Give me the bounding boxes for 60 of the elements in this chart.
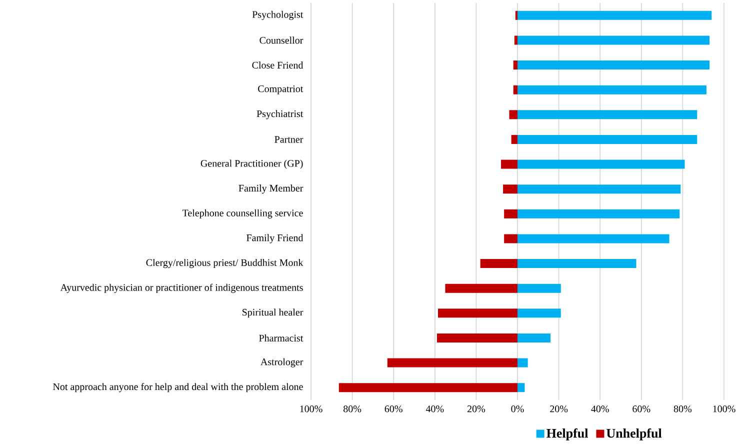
bar [517,308,561,318]
bar [517,184,681,194]
y-tick-label: Family Member [238,184,304,194]
x-tick-label: 40% [426,406,444,412]
x-tick-label: 60% [632,406,650,412]
bar [504,234,518,244]
x-tick-label: 20% [550,406,568,412]
y-tick-label: Psychologist [252,10,304,20]
bar [514,36,518,45]
y-tick-label: Pharmacist [259,334,304,342]
x-tick-label: 80% [674,406,692,412]
bar [500,160,518,169]
bar [517,60,710,70]
bar [517,209,680,218]
bar [436,333,518,342]
bar [511,134,518,144]
x-tick-label: 40% [591,406,609,412]
bar [480,259,518,268]
x-tick-label: 100% [713,406,736,412]
bar [513,60,518,70]
bar [517,134,698,144]
y-tick-label: Ayurvedic physician or practitioner of indigenous treatments [60,284,303,293]
y-tick-label: Telephone counselling service [182,209,303,218]
x-tick-label: 100% [300,406,322,412]
bar [503,184,518,194]
y-tick-label: Not approach anyone for help and deal with the problem alone [53,382,303,392]
bar [513,85,518,94]
x-tick-label: 0% [511,406,524,412]
bar [517,36,710,45]
legend-label: Unhelpful [606,428,662,440]
y-tick-label: Psychiatrist [256,110,304,120]
bar [517,85,706,94]
bar [517,383,525,392]
x-tick-label: 60% [384,406,402,412]
bar [517,110,698,120]
legend-label: Helpful [546,428,588,440]
bar [517,10,712,20]
y-tick-label: Partner [274,136,304,143]
bar [338,383,518,392]
bar [504,209,518,218]
y-tick-label: General Practitioner (GP) [200,160,303,169]
y-tick-label: Compatriot [258,85,304,94]
bar [509,110,518,120]
y-tick-label: Counsellor [260,36,304,44]
bar [517,358,528,368]
y-tick-label: Clergy/religious priest/ Buddhist Monk [146,258,304,268]
bar [517,259,636,268]
y-tick-label: Close Friend [252,62,304,69]
bar [387,358,518,368]
y-tick-label: Astrologer [260,358,304,368]
bar [517,160,685,169]
bar [445,284,518,293]
y-tick-label: Spiritual healer [242,308,304,318]
x-tick-label: 80% [344,406,362,412]
bar [517,234,670,244]
x-tick-label: 20% [467,406,486,412]
bar [517,284,561,293]
bar [438,308,518,318]
bar [517,333,551,342]
y-tick-label: Family Friend [246,234,304,244]
